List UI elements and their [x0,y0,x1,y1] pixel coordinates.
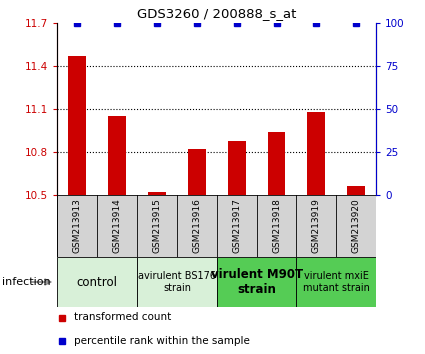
Text: GSM213920: GSM213920 [352,199,361,253]
Text: percentile rank within the sample: percentile rank within the sample [74,336,250,346]
Bar [188,149,206,195]
Text: GSM213916: GSM213916 [193,199,201,253]
Text: GSM213913: GSM213913 [73,199,82,253]
Text: control: control [77,275,118,289]
Bar [68,56,86,195]
Bar [228,141,246,195]
Title: GDS3260 / 200888_s_at: GDS3260 / 200888_s_at [137,7,296,21]
Text: GSM213918: GSM213918 [272,199,281,253]
Text: GSM213915: GSM213915 [153,199,162,253]
Bar [148,192,166,195]
Text: virulent mxiE
mutant strain: virulent mxiE mutant strain [303,271,370,293]
Text: GSM213914: GSM213914 [113,199,122,253]
Bar [268,132,286,195]
Bar [217,257,296,307]
Bar [108,116,126,195]
Bar [307,112,325,195]
Text: transformed count: transformed count [74,313,172,322]
Bar [347,187,365,195]
Bar [296,257,376,307]
Text: infection: infection [2,277,51,287]
Text: GSM213917: GSM213917 [232,199,241,253]
Text: avirulent BS176
strain: avirulent BS176 strain [138,271,216,293]
Bar [57,257,137,307]
Text: virulent M90T
strain: virulent M90T strain [210,268,303,296]
Bar [137,257,217,307]
Text: GSM213919: GSM213919 [312,199,321,253]
